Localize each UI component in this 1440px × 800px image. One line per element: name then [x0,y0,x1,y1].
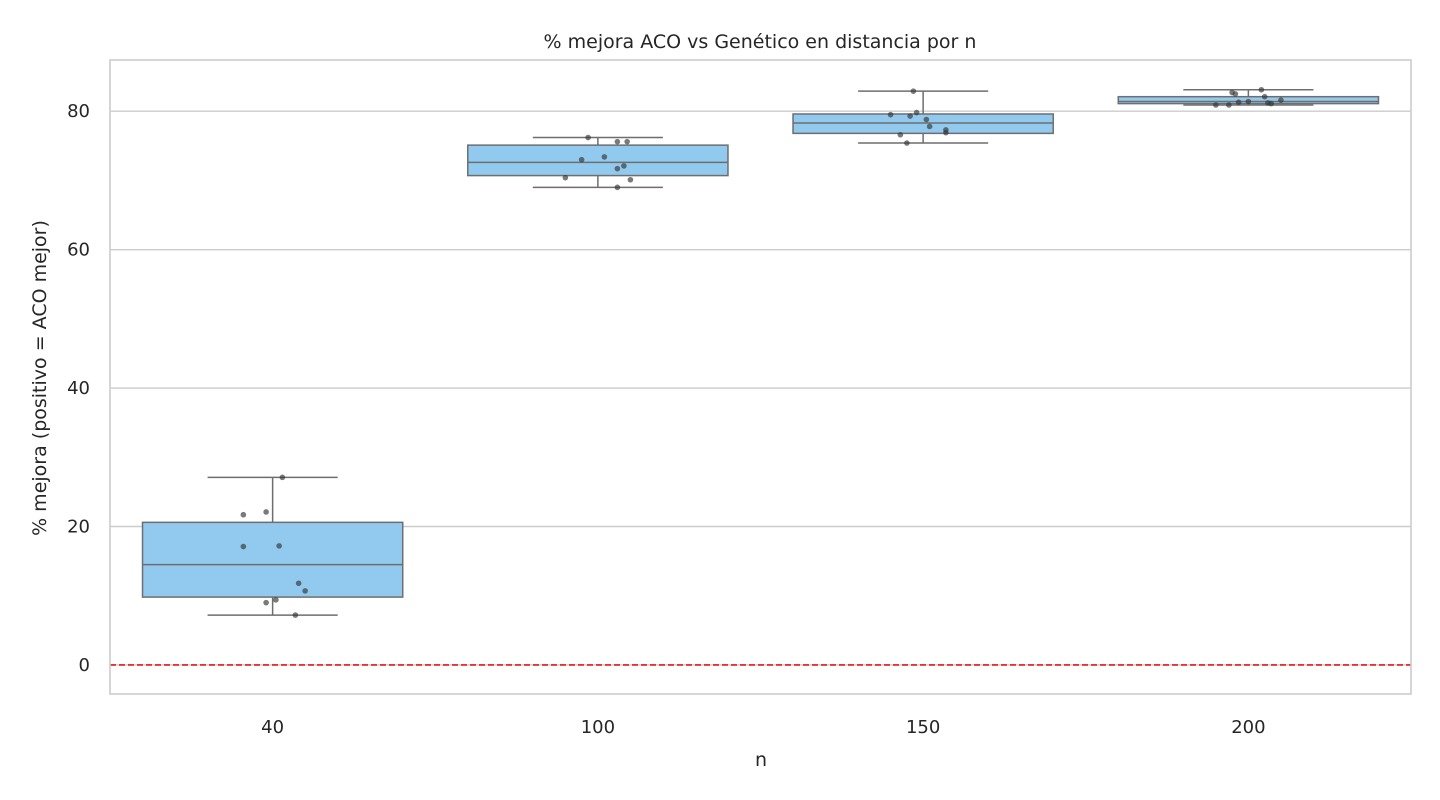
chart-title: % mejora ACO vs Genético en distancia po… [544,31,977,53]
data-point [263,599,269,606]
box-100 [467,136,729,189]
data-point [263,509,269,515]
data-point [904,140,910,146]
data-point [614,184,621,191]
y-axis-label: % mejora (positivo = ACO mejor) [29,220,51,536]
x-tick-label: 100 [581,717,615,738]
data-point [614,165,621,172]
x-tick-label: 150 [906,717,940,738]
data-point [614,138,621,145]
data-point [585,134,591,141]
x-tick-label: 200 [1231,717,1265,738]
data-point [1278,97,1284,103]
data-point [627,176,634,183]
data-point [240,543,247,550]
data-point [887,111,894,118]
data-point [578,156,585,163]
data-point [1258,86,1265,93]
data-point [624,138,630,145]
data-point [1232,91,1239,97]
box-iqr [141,521,404,598]
data-point [1235,99,1242,106]
x-tick-labels: 40 100 150 200 [261,717,1265,738]
boxes-layer [141,89,1380,616]
y-tick-label: 20 [67,517,90,538]
data-point [913,109,920,116]
data-point [276,543,282,549]
data-point [910,88,917,94]
data-point [1213,102,1219,108]
box-40 [141,476,404,616]
data-point [273,597,279,603]
data-point [240,511,247,518]
data-point [1268,100,1274,107]
plot-frame [109,59,1412,695]
box-iqr [467,144,729,177]
data-point [302,588,308,594]
data-point [562,174,569,181]
y-tick-label: 60 [67,240,90,261]
x-tick-label: 40 [261,717,284,738]
data-point [292,612,299,618]
data-point [907,113,913,119]
data-point [1245,98,1252,105]
y-tick-label: 40 [67,378,90,399]
data-point [279,474,286,481]
data-point [943,129,949,136]
data-point [1261,93,1268,100]
data-point [926,123,933,130]
y-tick-labels: 0 20 40 60 80 [67,101,90,676]
data-point [897,131,904,138]
data-point [923,116,930,123]
x-axis-label: n [755,749,767,771]
data-point [601,154,608,160]
box-150 [792,90,1054,144]
y-tick-label: 0 [79,655,90,676]
data-point [1226,102,1232,108]
y-tick-label: 80 [67,101,90,122]
data-point [295,580,302,587]
data-point [621,163,627,169]
points-layer [240,86,1284,618]
